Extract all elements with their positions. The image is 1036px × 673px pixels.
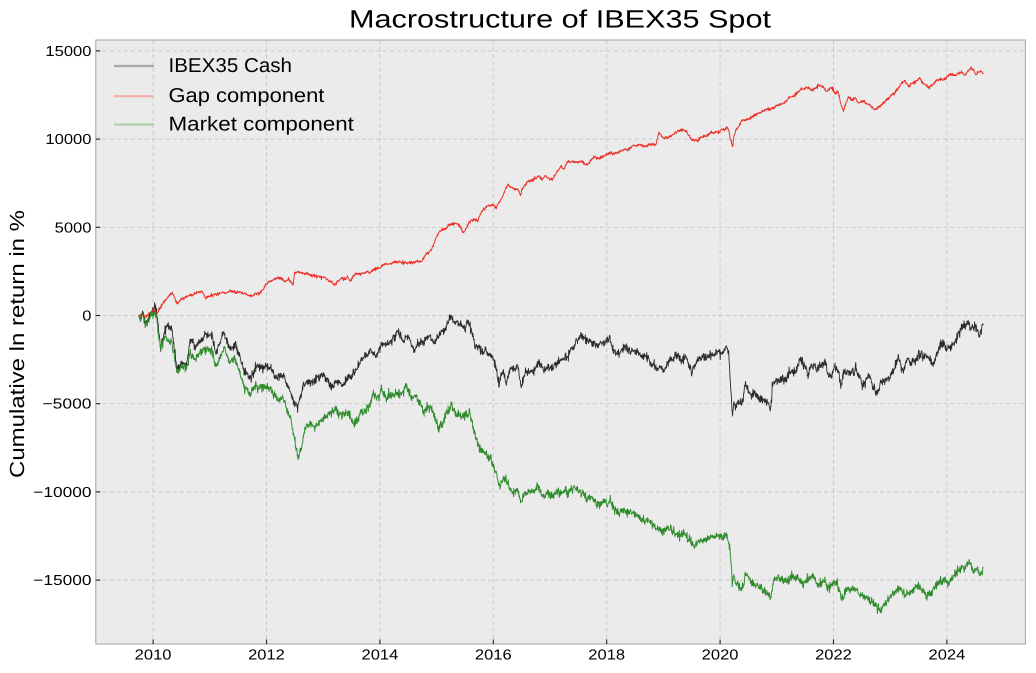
svg-text:2022: 2022 [815,648,852,664]
svg-text:Gap component: Gap component [169,85,325,107]
svg-text:0: 0 [82,309,91,325]
svg-text:2018: 2018 [588,648,625,664]
svg-text:2014: 2014 [362,648,399,664]
svg-text:2024: 2024 [929,648,966,664]
svg-text:2016: 2016 [475,648,512,664]
svg-text:−10000: −10000 [33,485,91,501]
svg-text:Macrostructure of IBEX35 Spot: Macrostructure of IBEX35 Spot [349,6,771,34]
svg-text:2010: 2010 [135,648,172,664]
svg-text:−5000: −5000 [43,397,92,413]
svg-text:Cumulative ln return in %: Cumulative ln return in % [6,210,29,478]
svg-text:15000: 15000 [45,44,91,60]
svg-text:IBEX35 Cash: IBEX35 Cash [169,55,293,77]
svg-text:Market component: Market component [169,114,355,136]
svg-text:5000: 5000 [55,220,92,236]
svg-text:2020: 2020 [702,648,739,664]
svg-text:−15000: −15000 [33,573,91,589]
svg-text:2012: 2012 [248,648,285,664]
svg-text:10000: 10000 [45,132,91,148]
